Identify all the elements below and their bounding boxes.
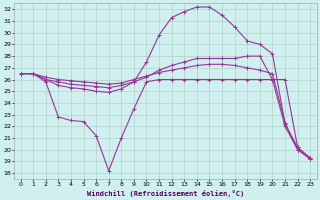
X-axis label: Windchill (Refroidissement éolien,°C): Windchill (Refroidissement éolien,°C) (87, 190, 244, 197)
